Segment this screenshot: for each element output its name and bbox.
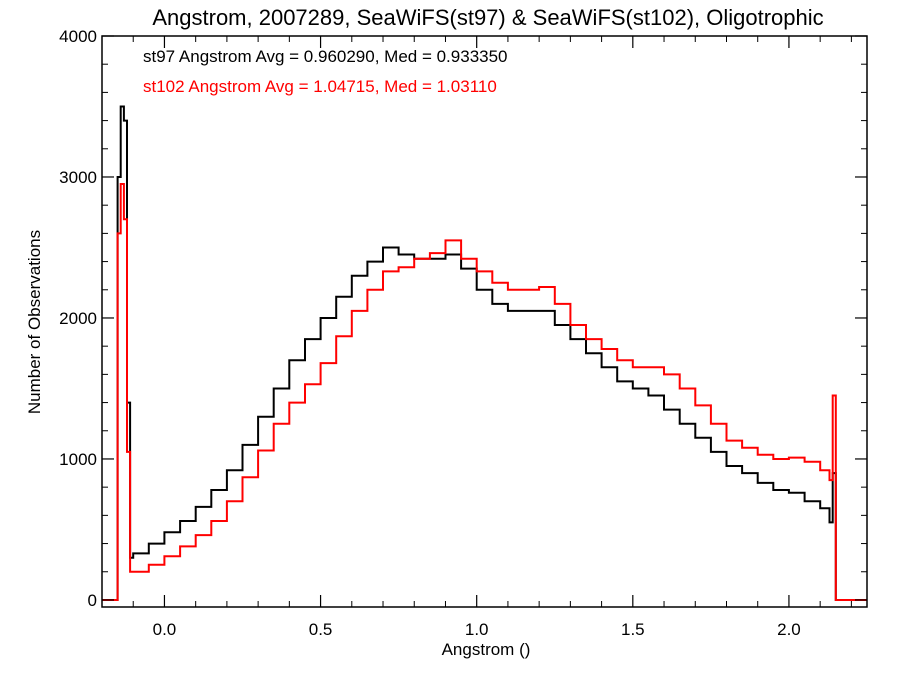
y-tick-label: 1000: [59, 450, 97, 469]
x-tick-label: 0.0: [153, 620, 177, 639]
plot-frame: [101, 35, 868, 608]
y-tick-label: 2000: [59, 309, 97, 328]
series-line-st97: [102, 105, 867, 601]
y-tick-label: 3000: [59, 168, 97, 187]
y-axis-label: Number of Observations: [25, 230, 44, 414]
x-tick-label: 1.5: [621, 620, 645, 639]
legend-entry-st102: st102 Angstrom Avg = 1.04715, Med = 1.03…: [143, 77, 497, 96]
axis-layer: 0.0 0.5 1.0 1.5 2.0 0 1000 2000 3000 4000: [59, 27, 867, 639]
x-axis-label: Angstrom (): [442, 640, 531, 659]
y-tick-label: 4000: [59, 27, 97, 46]
x-tick-label: 2.0: [777, 620, 801, 639]
y-tick-label: 0: [88, 591, 97, 610]
chart-title: Angstrom, 2007289, SeaWiFS(st97) & SeaWi…: [152, 5, 823, 30]
series-layer: [102, 105, 867, 601]
x-tick-label: 0.5: [309, 620, 333, 639]
legend-entry-st97: st97 Angstrom Avg = 0.960290, Med = 0.93…: [143, 47, 508, 66]
series-line-st102: [102, 183, 867, 601]
x-tick-label: 1.0: [465, 620, 489, 639]
